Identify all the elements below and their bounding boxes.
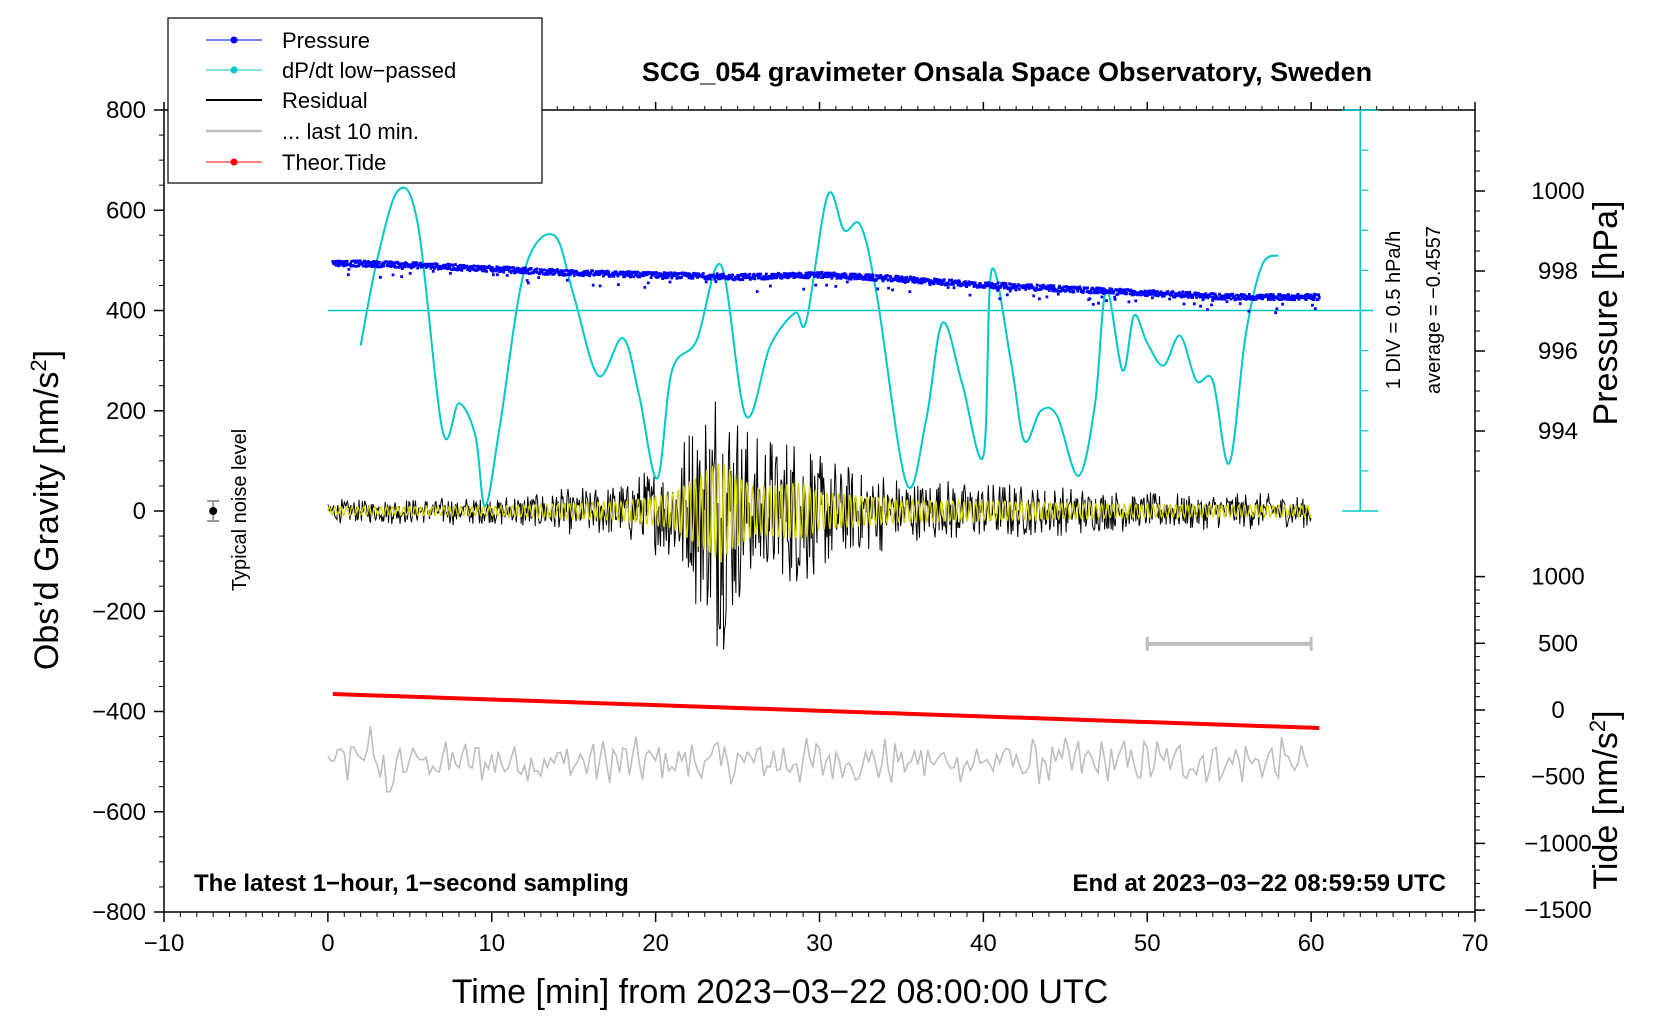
x-axis-title: Time [min] from 2023−03−22 08:00:00 UTC (452, 973, 1108, 1011)
pressure-tick-label: 998 (1538, 258, 1578, 285)
y-tick-label: −200 (92, 598, 146, 625)
tide-axis-title-sup: 2 (1585, 720, 1610, 732)
x-tick-label: 10 (478, 930, 505, 957)
tide-tick-label: −500 (1531, 764, 1585, 791)
end-time-note: End at 2023−03−22 08:59:59 UTC (1072, 870, 1446, 897)
pressure-points (331, 259, 1321, 315)
legend-entry-dpdt: dP/dt low−passed (206, 58, 456, 83)
tide-tick-label: 500 (1538, 630, 1578, 657)
pressure-tick-label: 996 (1538, 338, 1578, 365)
tide-tick-label: −1500 (1524, 897, 1591, 924)
y-tick-label: −400 (92, 699, 146, 726)
x-tick-label: 20 (642, 930, 669, 957)
pressure-tick-label: 1000 (1531, 178, 1584, 205)
legend-label-tide: Theor.Tide (282, 150, 386, 175)
legend-entry-pressure: Pressure (206, 28, 370, 53)
x-tick-label: 70 (1462, 930, 1489, 957)
y-tick-label: −800 (92, 899, 146, 926)
x-tick-label: −10 (144, 930, 185, 957)
tide-axis-title: Tide [nm/s2] (1585, 710, 1625, 889)
y-axis-title: Obs’d Gravity [nm/s2] (26, 350, 66, 670)
legend-entry-tide: Theor.Tide (206, 150, 386, 175)
last-10-min-trace (327, 726, 1309, 793)
filtered-residual-trace (327, 463, 1312, 563)
residual-trace (327, 401, 1312, 650)
chart-title: SCG_054 gravimeter Onsala Space Observat… (642, 57, 1372, 87)
legend-entry-last10: ... last 10 min. (206, 119, 419, 144)
legend-label-last10: ... last 10 min. (282, 119, 419, 144)
tide-tick-label: −1000 (1524, 830, 1591, 857)
tide-tick-label: 1000 (1531, 564, 1584, 591)
y-tick-label: 0 (133, 498, 146, 525)
data-layer (207, 109, 1379, 793)
legend: Pressure dP/dt low−passed Residual ... l… (167, 17, 543, 184)
dpdt-lowpassed-trace (359, 186, 1279, 508)
x-tick-label: 60 (1298, 930, 1325, 957)
legend-entry-residual: Residual (206, 88, 368, 113)
y-axis-title-main: Obs’d Gravity [nm/s (28, 372, 66, 671)
legend-label-pressure: Pressure (282, 28, 370, 53)
x-tick-label: 30 (806, 930, 833, 957)
x-tick-label: 40 (970, 930, 997, 957)
y-axis-title-close: ] (28, 350, 66, 359)
legend-marker-tide (230, 158, 238, 166)
theoretical-tide-line (332, 691, 1320, 731)
legend-label-dpdt: dP/dt low−passed (282, 58, 456, 83)
div-scale-label: 1 DIV = 0.5 hPa/h (1383, 231, 1405, 389)
y-tick-label: 400 (106, 298, 146, 325)
tide-tick-label: 0 (1551, 697, 1564, 724)
noise-level-point (209, 507, 218, 515)
legend-label-residual: Residual (282, 88, 368, 113)
legend-marker-pressure (230, 36, 238, 44)
y-axis-title-sup: 2 (26, 359, 51, 371)
x-tick-label: 0 (321, 930, 334, 957)
tide-axis-title-close: ] (1587, 710, 1625, 719)
pressure-tick-label: 994 (1538, 418, 1578, 445)
legend-marker-dpdt (230, 66, 238, 74)
noise-level-label: Typical noise level (229, 429, 251, 591)
tide-axis-title-main: Tide [nm/s (1587, 732, 1625, 889)
y-tick-label: 600 (106, 197, 146, 224)
average-label: average = −0.4557 (1423, 226, 1445, 394)
y-tick-label: 200 (106, 398, 146, 425)
pressure-axis-title: Pressure [hPa] (1587, 201, 1625, 426)
y-tick-label: −600 (92, 799, 146, 826)
sampling-note: The latest 1−hour, 1−second sampling (194, 870, 629, 897)
y-tick-label: 800 (106, 97, 146, 124)
ticks-layer: −10 0 10 20 30 40 50 60 70 800 600 400 200 0 −200 −400 −… (92, 97, 1592, 957)
x-tick-label: 50 (1134, 930, 1161, 957)
